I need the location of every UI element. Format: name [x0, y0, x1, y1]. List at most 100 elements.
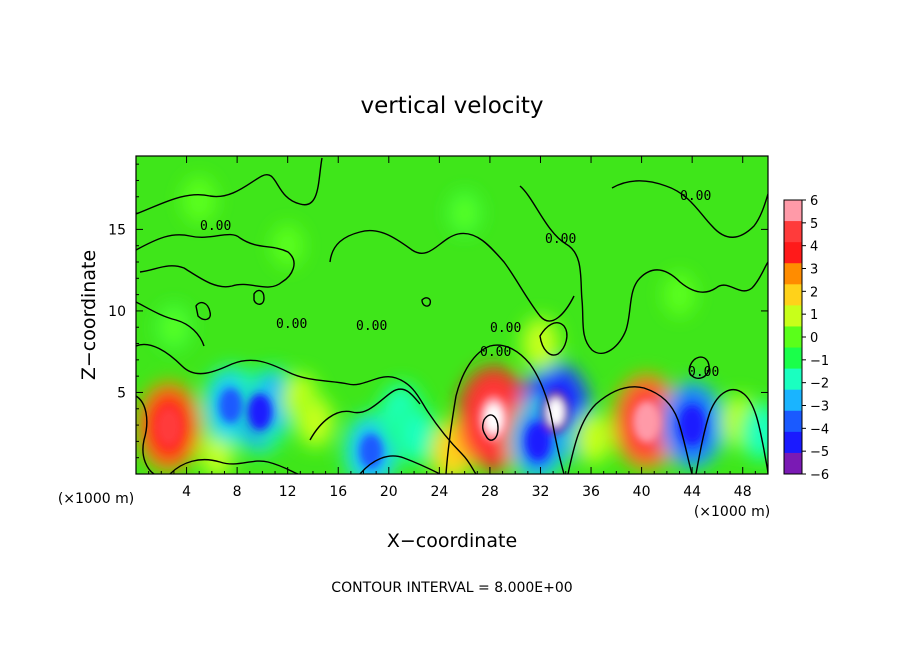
field-peak — [485, 404, 503, 434]
contour-line — [611, 180, 768, 238]
plot-area: 0.00 0.00 0.00 0.00 0.00 0.00 0.00 0.00 — [136, 156, 768, 474]
colorbar-tick-label: −5 — [810, 445, 829, 460]
colorbar-swatch — [784, 326, 802, 349]
field-blob — [452, 195, 477, 231]
x-tick-label: 36 — [582, 484, 600, 500]
field-core — [155, 406, 182, 447]
field-blob — [578, 415, 609, 461]
field-blob — [186, 180, 213, 220]
contour-line — [309, 388, 421, 441]
contour-line — [136, 395, 155, 474]
contour-labels: 0.00 0.00 0.00 0.00 0.00 0.00 0.00 0.00 — [200, 189, 719, 380]
contour-line — [195, 301, 212, 321]
colorbar-tick-label: −3 — [810, 400, 829, 415]
colorbar-tick-label: 2 — [810, 285, 818, 300]
field-cores — [155, 388, 705, 469]
colorbar-swatch — [784, 263, 802, 285]
field-core — [632, 400, 661, 443]
y-axis-unit: (×1000 m) — [58, 491, 134, 507]
contour-line — [695, 389, 768, 474]
contour-line — [329, 229, 575, 322]
contour-label: 0.00 — [356, 319, 387, 334]
contour-line — [253, 289, 265, 305]
colorbar-swatch — [784, 347, 802, 370]
colorbar-tick-label: −1 — [810, 354, 829, 369]
contour-interval-note: CONTOUR INTERVAL = 8.000E+00 — [331, 580, 572, 596]
contour-label: 0.00 — [480, 345, 511, 360]
colorbar: 6 5 4 3 2 1 0 −1 −2 −3 −4 −5 −6 — [783, 194, 829, 483]
x-tick-label: 48 — [734, 484, 752, 500]
colorbar-swatch — [784, 389, 802, 412]
contour-line — [519, 185, 768, 355]
x-tick-label: 12 — [279, 484, 297, 500]
contour-line — [169, 458, 299, 474]
chart-title: vertical velocity — [361, 93, 544, 119]
y-axis-label: Z−coordinate — [78, 250, 100, 380]
contour-line — [481, 414, 499, 441]
contour-line — [136, 157, 323, 215]
contour-line — [421, 297, 432, 307]
colorbar-swatch — [784, 221, 802, 243]
contour-label: 0.00 — [680, 189, 711, 204]
y-tick-label: 5 — [117, 385, 126, 401]
field-core — [219, 388, 243, 423]
contour-line — [136, 301, 205, 347]
contour-line — [359, 455, 441, 474]
colorbar-swatch — [784, 452, 802, 475]
contour-label: 0.00 — [545, 232, 576, 247]
contour-label: 0.00 — [688, 365, 719, 380]
x-tick-label: 4 — [182, 484, 191, 500]
field-blob — [399, 409, 434, 460]
colorbar-tick-label: −4 — [810, 422, 829, 437]
colorbar-tick-label: 0 — [810, 331, 818, 346]
colorbar-swatch — [784, 284, 802, 306]
contour-line — [136, 343, 477, 474]
x-tick-label: 40 — [633, 484, 651, 500]
field-blob — [744, 406, 768, 457]
x-tick-label: 32 — [532, 484, 550, 500]
contour-label: 0.00 — [276, 317, 307, 332]
x-axis-label: X−coordinate — [387, 530, 517, 552]
field-features — [137, 176, 768, 474]
field-blob — [300, 399, 331, 445]
field-blob — [275, 228, 300, 264]
zero-contours — [136, 157, 768, 474]
x-tick-label: 16 — [329, 484, 347, 500]
colorbar-tick-label: 4 — [810, 240, 818, 255]
colorbar-tick-label: 5 — [810, 217, 818, 232]
contour-line — [539, 322, 568, 356]
colorbar-swatch — [784, 242, 802, 264]
colorbar-swatch — [784, 200, 802, 222]
field-blob — [161, 309, 187, 346]
contour-label: 0.00 — [490, 321, 521, 336]
contour-line — [688, 356, 710, 379]
x-tick-label: 28 — [481, 484, 499, 500]
y-tick-label: 15 — [108, 222, 126, 238]
x-tick-label: 20 — [380, 484, 398, 500]
field-blob — [524, 320, 557, 367]
colorbar-swatch — [784, 431, 802, 454]
x-tick-label: 8 — [233, 484, 242, 500]
field-core — [526, 423, 550, 460]
colorbar-swatch — [784, 368, 802, 391]
field-core — [247, 393, 272, 431]
colorbar-swatch — [784, 305, 802, 327]
colorbar-tick-label: 1 — [810, 308, 818, 323]
x-axis: 4 8 12 16 20 24 28 32 36 40 44 48 — [148, 156, 756, 500]
x-tick-label: 24 — [430, 484, 448, 500]
y-axis: 5 10 15 — [108, 163, 768, 459]
y-tick-label: 10 — [108, 304, 126, 320]
x-tick-label: 44 — [683, 484, 701, 500]
colorbar-tick-label: 3 — [810, 263, 818, 278]
colorbar-swatch — [784, 410, 802, 433]
contour-line — [567, 386, 693, 474]
contour-label: 0.00 — [200, 219, 231, 234]
colorbar-tick-label: −6 — [810, 468, 829, 483]
x-axis-unit: (×1000 m) — [694, 504, 770, 520]
colorbar-tick-label: −2 — [810, 377, 829, 392]
contour-line — [136, 233, 295, 288]
contour-line — [445, 344, 565, 474]
field-core — [679, 405, 705, 445]
colorbar-tick-label: 6 — [810, 194, 818, 209]
